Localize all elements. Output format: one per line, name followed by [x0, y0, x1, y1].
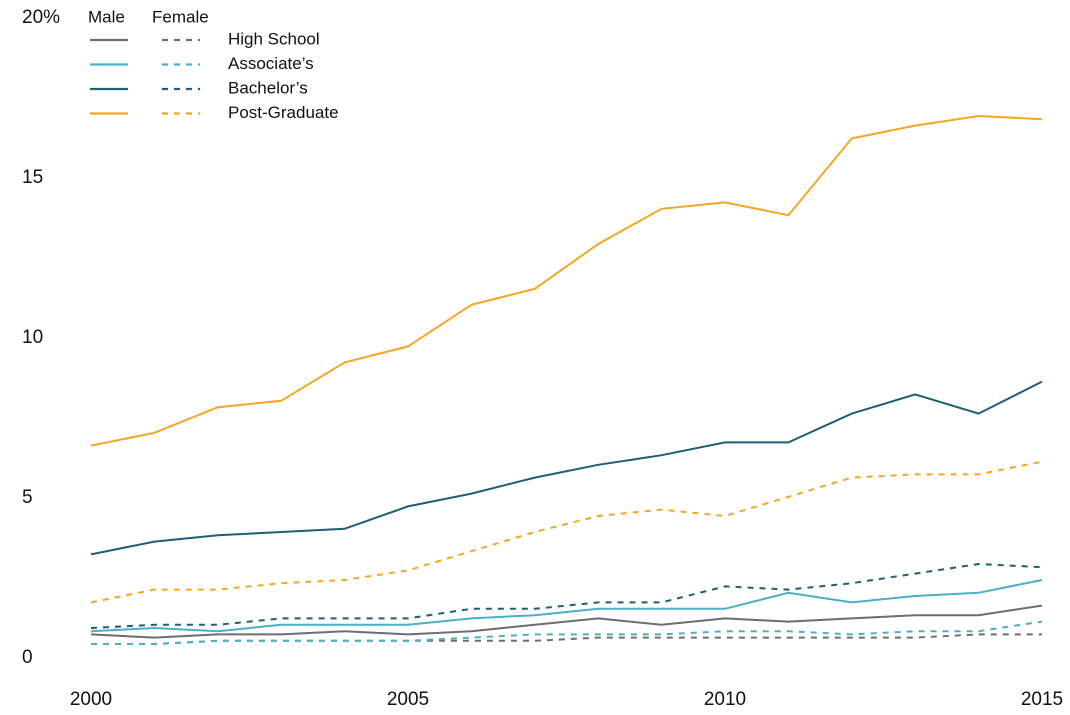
x-tick-label: 2010	[704, 689, 746, 710]
series-line	[90, 562, 1043, 629]
series-line	[91, 633, 1042, 645]
y-tick-label: 20%	[22, 7, 60, 28]
series-line	[90, 579, 1043, 633]
x-tick-label: 2015	[1021, 689, 1063, 710]
series-line	[90, 604, 1043, 639]
legend-label: Bachelor’s	[228, 78, 308, 97]
series-line	[90, 460, 1043, 604]
series-line	[90, 114, 1043, 447]
legend-label: Associate’s	[228, 54, 314, 73]
x-tick-label: 2000	[70, 689, 112, 710]
legend-label: High School	[228, 29, 320, 48]
legend-header: Female	[152, 7, 209, 26]
legend-label: Post-Graduate	[228, 103, 339, 122]
y-tick-label: 5	[22, 487, 33, 508]
series-line	[91, 620, 1043, 645]
x-tick-label: 2005	[387, 689, 429, 710]
legend-header: Male	[88, 7, 125, 26]
series-line	[90, 380, 1043, 556]
y-tick-label: 15	[22, 167, 43, 188]
y-tick-label: 10	[22, 327, 43, 348]
y-tick-label: 0	[22, 647, 33, 668]
